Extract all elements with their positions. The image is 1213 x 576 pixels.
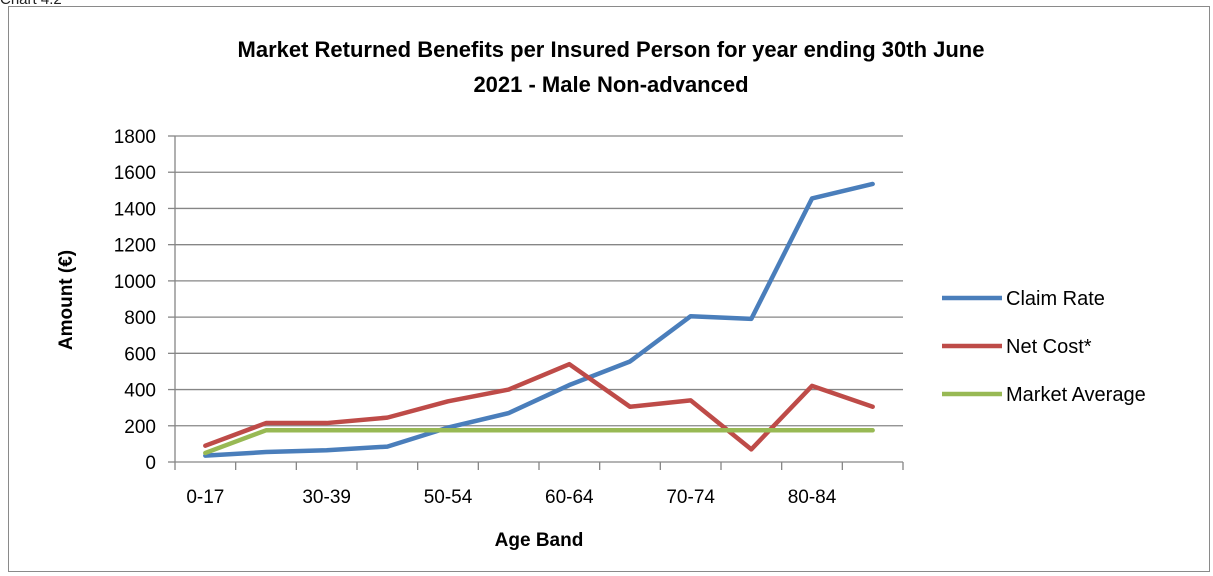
series-line-net-cost [203, 361, 875, 452]
legend-label-net-cost: Net Cost* [1006, 336, 1092, 358]
y-tick-label: 400 [124, 381, 156, 402]
y-tick-label: 1200 [114, 236, 156, 257]
y-tick-label: 1000 [114, 272, 156, 293]
y-tick-label: 1600 [114, 163, 156, 184]
y-tick-label: 1400 [114, 199, 156, 220]
y-tick-label: 0 [145, 453, 156, 474]
series-lines [203, 181, 875, 458]
y-tick-labels: 0 200 400 600 800 1000 1200 1400 1600 1800 [114, 127, 156, 474]
x-tick-label: 80-84 [788, 487, 837, 508]
x-tick-label: 60-64 [545, 487, 594, 508]
legend: Claim Rate Net Cost* Market Average [942, 288, 1146, 406]
y-tick-label: 1800 [114, 127, 156, 148]
chart-title-line-2: 2021 - Male Non-advanced [473, 72, 748, 97]
gridlines [168, 135, 903, 463]
chart-caption: Chart 4.2 [0, 0, 62, 8]
chart-frame [8, 6, 1210, 572]
y-tick-label: 200 [124, 417, 156, 438]
series-line-market-average [203, 428, 875, 456]
y-tick-label: 800 [124, 308, 156, 329]
x-tick-labels: 0-17 30-39 50-54 60-64 70-74 80-84 [186, 487, 836, 508]
x-tick-label: 70-74 [666, 487, 715, 508]
legend-label-claim-rate: Claim Rate [1006, 288, 1105, 310]
y-axis-title: Amount (€) [56, 250, 77, 350]
chart-title-line-1: Market Returned Benefits per Insured Per… [238, 37, 985, 62]
axes [174, 136, 904, 470]
x-tick-label: 0-17 [186, 487, 224, 508]
x-axis-title: Age Band [495, 530, 584, 551]
y-tick-label: 600 [124, 344, 156, 365]
legend-label-market-average: Market Average [1006, 384, 1146, 406]
x-tick-label: 30-39 [302, 487, 351, 508]
x-tick-label: 50-54 [424, 487, 473, 508]
series-line-claim-rate [203, 181, 875, 458]
